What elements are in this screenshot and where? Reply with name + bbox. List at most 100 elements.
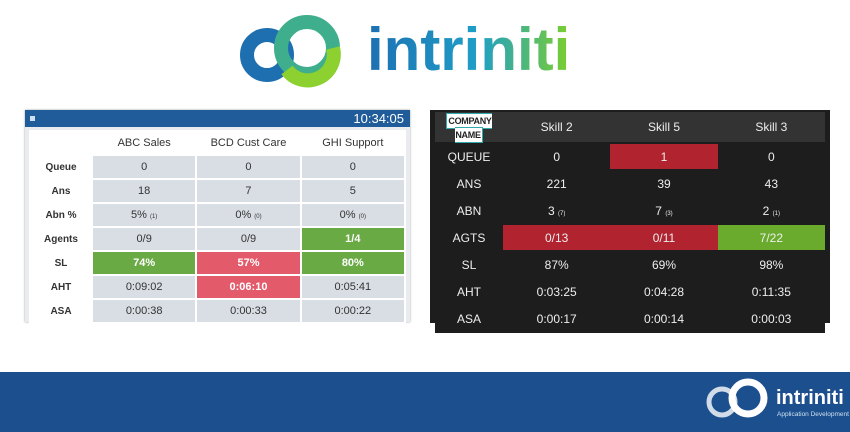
cell-subvalue: (7) [558,210,566,217]
logo-ring [281,46,341,88]
cell-value: 1 [660,149,668,164]
cell: 80% [299,250,407,276]
cell: 0 [195,154,302,180]
cell: 0:00:38 [90,298,198,324]
logo-text: intriniti [367,16,570,83]
cell: 74% [90,250,198,276]
cell-value: 0/9 [240,233,257,245]
cell: 0:11:35 [717,278,825,306]
cell: 221 [503,170,611,198]
cell: 0 [503,143,611,171]
cell-value: 7/22 [759,230,783,245]
cell: 0:00:03 [717,305,825,333]
cell: 0/9 [90,226,198,252]
corner-cell [29,130,93,156]
cell: 87% [503,251,611,279]
table: ABC Sales BCD Cust Care GHI Support Queue 0 0… [29,130,407,324]
top-logo: intriniti [240,15,570,88]
cell: 0% (0) [299,202,407,228]
header-row: COMPANY NAME Skill 2 Skill 5 Skill 3 [435,112,825,144]
row-label: AGTS [435,224,503,252]
row: Queue 0 0 0 [29,154,407,180]
row-label: SL [435,251,503,279]
cell-value: 0 [553,149,560,164]
row-label: ANS [435,170,503,198]
footer-logo-text: intriniti [776,387,844,409]
cell-value: 0 [141,161,148,173]
cell-value: 57% [237,257,260,269]
footer-logo: intriniti Application Development [706,378,849,418]
row: SL 87% 69% 98% [435,251,825,279]
row-label: Queue [29,154,93,180]
cell-value: 98% [759,257,784,272]
header-row: ABC Sales BCD Cust Care GHI Support [29,130,407,156]
cell: 3 (7) [503,197,611,225]
column-header: Skill 2 [503,112,611,144]
row-label: ASA [29,298,93,324]
cell-value: 0% [235,209,252,221]
cell: 0/9 [195,226,302,252]
cell-value: 0:00:38 [125,305,163,317]
cell: 5 [299,178,407,204]
cell: 0:03:25 [503,278,611,306]
row: QUEUE 0 1 0 [435,143,825,171]
row: ASA 0:00:38 0:00:33 0:00:22 [29,298,407,324]
cell: 0:00:14 [610,305,718,333]
cell: 0:06:10 [195,274,302,300]
cell-value: 18 [138,185,151,197]
cell-value: 0:03:25 [536,284,577,299]
row-label: Agents [29,226,93,252]
cell: 7/22 [717,224,825,252]
column-header: Skill 3 [717,112,825,144]
cell: 5% (1) [90,202,198,228]
row-label: QUEUE [435,143,503,171]
row: AHT 0:03:25 0:04:28 0:11:35 [435,278,825,306]
cell-value: 0:11:35 [751,284,791,299]
row: Abn % 5% (1) 0% (0) 0% (0) [29,202,407,228]
cell-value: 0:00:03 [751,311,792,326]
cell-subvalue: (1) [772,210,781,217]
cell: 7 (3) [610,197,718,225]
cell-value: 0 [349,161,356,173]
cell: 1/4 [299,226,407,252]
cell: 0:00:33 [195,298,302,324]
cell: 39 [610,170,718,198]
cell: 0:04:28 [610,278,718,306]
row: AHT 0:09:02 0:06:10 0:05:41 [29,274,407,300]
dashboard-light: 10:34:05 ABC Sales BCD Cust Care GHI Suppo… [25,110,410,324]
row: AGTS 0/13 0/11 7/22 [435,224,825,252]
cell-value: 0:00:17 [536,311,577,326]
row-label: Ans [29,178,93,204]
cell-value: 3 [547,203,555,218]
cell: 2 (1) [717,197,825,225]
cell-value: 0:04:28 [643,284,685,299]
cell-value: 5 [349,185,356,197]
cell: 0 [299,154,407,180]
cell-value: 39 [657,176,671,191]
column-header: GHI Support [299,130,407,156]
corner-cell: COMPANY NAME [435,112,503,144]
row-label: ABN [435,197,503,225]
cell-value: 0:06:10 [229,281,268,293]
cell-value: 80% [341,257,364,269]
cell: 18 [90,178,198,204]
cell: 0% (0) [195,202,302,228]
cell: 0:09:02 [90,274,198,300]
cell-value: 0% [339,209,356,221]
cell-value: 221 [546,176,567,191]
cell: 69% [610,251,718,279]
cell-value: 0/13 [544,230,569,245]
row-label: AHT [435,278,503,306]
row-label: SL [29,250,93,276]
footer: intriniti Application Development [0,372,850,432]
cell: 0:05:41 [299,274,407,300]
row-label: Abn % [29,202,93,228]
cell-subvalue: (0) [358,214,366,220]
cell-value: 5% [131,209,147,221]
cell: 0 [717,143,825,171]
cell-subvalue: (0) [254,214,262,220]
column-header: Skill 5 [610,112,718,144]
cell-value: 0:00:22 [334,305,372,317]
row: SL 74% 57% 80% [29,250,407,276]
cell: 57% [195,250,302,276]
